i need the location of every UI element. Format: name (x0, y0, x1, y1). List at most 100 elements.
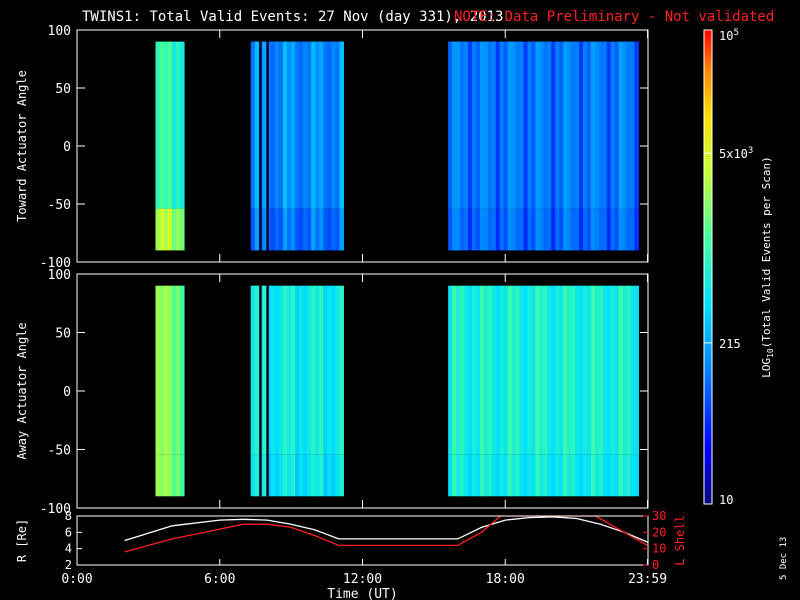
heatmap-cell (452, 208, 457, 251)
heatmap-cell (163, 454, 169, 497)
heatmap-cell (582, 454, 588, 497)
y-tick-label: -100 (40, 502, 71, 517)
heatmap-cell (266, 454, 272, 497)
heatmap-cell (456, 41, 461, 209)
heatmap-cell (610, 285, 616, 455)
heatmap-cell (167, 454, 173, 497)
heatmap-cell (315, 285, 320, 455)
heatmap-cell (503, 208, 509, 251)
heatmap-cell (598, 208, 604, 251)
heatmap-cell (250, 208, 256, 251)
heatmap-cell (491, 208, 497, 251)
heatmap-cell (519, 208, 524, 251)
colorbar-gradient (703, 29, 713, 505)
heatmap-cell (606, 454, 612, 497)
heatmap-cell (586, 285, 592, 455)
heatmap-cell (460, 285, 465, 455)
heatmap-cell (610, 41, 616, 209)
heatmap-cell (456, 454, 461, 497)
heatmap-cell (511, 285, 517, 455)
heatmap-cell (266, 208, 272, 251)
x-tick-label: 12:00 (343, 572, 382, 587)
heatmap-cell (464, 208, 469, 251)
date-stamp: 5 Dec 13 (779, 537, 789, 580)
heatmap-cell (559, 285, 564, 455)
heatmap-cell (307, 454, 312, 497)
heatmap-cell (452, 41, 457, 209)
heatmap-cell (286, 41, 292, 209)
heatmap-cell (559, 208, 564, 251)
l-shell-series-line (124, 516, 648, 553)
heatmap-cell (499, 208, 505, 251)
heatmap-cell (155, 208, 161, 251)
heatmap-cell (179, 285, 185, 455)
heatmap-cell (515, 208, 521, 251)
heatmap-cell (590, 208, 596, 251)
heatmap-cell (339, 41, 344, 209)
heatmap-cell (527, 208, 532, 251)
heatmap-cell (262, 208, 268, 251)
heatmap-cell (167, 208, 173, 251)
heatmap-cell (499, 454, 505, 497)
heatmap-cell (278, 454, 284, 497)
heatmap-cell (523, 208, 528, 251)
heatmap-cell (527, 454, 532, 497)
data-gap-line (259, 41, 262, 251)
heatmap-cell (479, 41, 485, 209)
y-tick-label: 50 (55, 82, 71, 97)
heatmap-cell (171, 454, 177, 497)
heatmap-cell (579, 41, 584, 209)
heatmap-cell (507, 285, 513, 455)
heatmap-cell (559, 454, 564, 497)
heatmap-cell (471, 41, 477, 209)
y-tick-label-right: 30 (652, 509, 666, 523)
preliminary-note: NOTE: Data Preliminary - Not validated (454, 9, 774, 25)
heatmap-cell (539, 454, 544, 497)
heatmap-cell (467, 454, 473, 497)
heatmap-cell (618, 41, 624, 209)
heatmap-cell (155, 41, 161, 209)
heatmap-cell (282, 41, 288, 209)
y-tick-label: -50 (48, 198, 71, 213)
y-tick-label: 0 (63, 140, 71, 155)
y-tick-label: 6 (65, 525, 72, 539)
heatmap-cell (327, 285, 332, 455)
heatmap-cell (634, 208, 639, 251)
heatmap-cell (618, 208, 624, 251)
heatmap-cell (282, 285, 288, 455)
heatmap-cell (618, 454, 624, 497)
heatmap-cell (266, 285, 272, 455)
x-tick-label: 23:59 (628, 572, 667, 587)
colorbar-tick-label: 105 (719, 28, 739, 43)
heatmap-cell (299, 208, 304, 251)
heatmap-cell (471, 285, 477, 455)
heatmap-cell (254, 285, 260, 455)
heatmap-cell (547, 41, 552, 209)
heatmap-cell (262, 285, 268, 455)
heatmap-cell (555, 454, 560, 497)
heatmap-cell (527, 285, 532, 455)
heatmap-cell (610, 208, 616, 251)
heatmap-cell (448, 285, 453, 455)
heatmap-cell (503, 285, 509, 455)
heatmap-cell (634, 285, 639, 455)
heatmap-cell (159, 208, 165, 251)
heatmap-cell (155, 285, 161, 455)
heatmap-cell (475, 285, 481, 455)
heatmap-cell (618, 285, 624, 455)
heatmap-cell (479, 208, 485, 251)
heatmap-cell (307, 208, 312, 251)
away-panel: 100 50 0 -50 -100 Away Actuator Angle (15, 268, 649, 517)
heatmap-cell (307, 285, 312, 455)
heatmap-cell (539, 41, 544, 209)
heatmap-cell (634, 41, 639, 209)
heatmap-cell (475, 208, 481, 251)
heatmap-cell (602, 208, 608, 251)
heatmap-cell (295, 454, 300, 497)
orbit-panel: 2 4 6 8 0 10 20 30 0:00 6:00 12:00 18:00 23:59 R [Re]… (15, 509, 687, 600)
heatmap-cell (487, 41, 493, 209)
heatmap-cell (278, 208, 284, 251)
heatmap-cell (531, 454, 536, 497)
r-axis-label: R [Re] (15, 519, 29, 562)
heatmap-cell (519, 41, 524, 209)
